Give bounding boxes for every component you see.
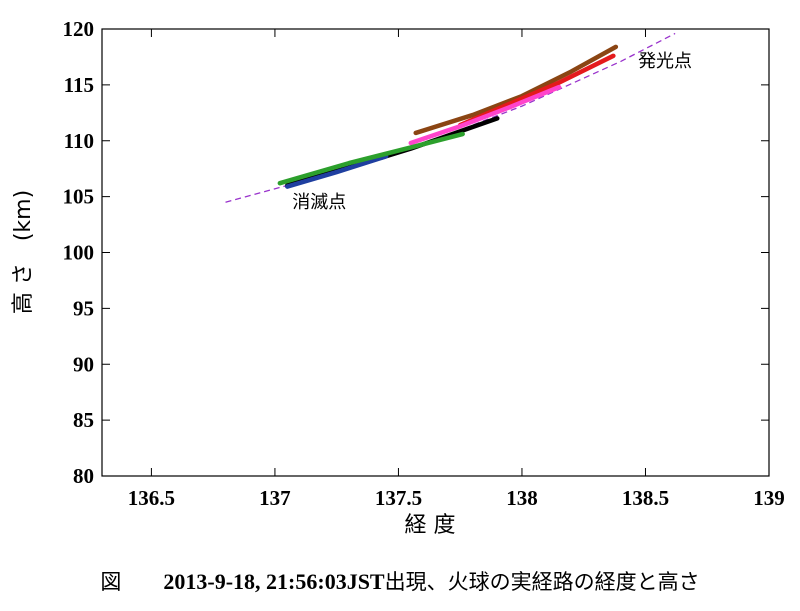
series-line-3 <box>408 84 562 146</box>
y-tick-label: 105 <box>63 185 95 209</box>
y-tick-label: 100 <box>63 241 95 265</box>
annotation-label: 消滅点 <box>292 192 346 213</box>
plot-frame <box>101 28 770 477</box>
y-tick-label: 85 <box>73 408 94 432</box>
figure-caption: 図 2013-9-18, 21:56:03JST出現、火球の実経路の経度と高さ <box>0 566 800 596</box>
y-tick-label: 95 <box>73 296 94 320</box>
series-line-1 <box>413 44 619 136</box>
x-tick-label: 139 <box>753 486 785 510</box>
annotation-label: 発光点 <box>638 51 692 72</box>
y-tick-label: 115 <box>64 73 94 97</box>
x-tick-label: 138.5 <box>622 486 669 510</box>
x-axis-title: 経 度 <box>405 513 456 538</box>
y-axis-title: 高 さ (km) <box>11 190 36 314</box>
series-line-5 <box>285 154 389 189</box>
y-tick-label: 80 <box>73 464 94 488</box>
y-tick-label: 90 <box>73 352 94 376</box>
x-tick-label: 137 <box>259 486 291 510</box>
caption-description: 出現、火球の実経路の経度と高さ <box>384 570 700 594</box>
axis-tick-labels: 136.5 137 137.5 138 138.5 139 80 85 90 95 100 105 11… <box>63 17 785 510</box>
series-line-2 <box>457 53 616 128</box>
caption-date: 2013-9-18, 21:56:03JST <box>163 569 385 594</box>
y-tick-label: 120 <box>63 17 95 41</box>
axis-ticks <box>102 28 770 477</box>
caption-figure-label: 図 <box>100 570 122 594</box>
x-tick-label: 138 <box>506 486 538 510</box>
x-tick-label: 136.5 <box>128 486 175 510</box>
chart: 136.5 137 137.5 138 138.5 139 80 85 90 95 100 105 11… <box>11 17 785 538</box>
x-tick-label: 137.5 <box>375 486 422 510</box>
y-tick-label: 110 <box>64 129 94 153</box>
series-layer <box>225 32 676 203</box>
series-line-6 <box>277 131 465 186</box>
